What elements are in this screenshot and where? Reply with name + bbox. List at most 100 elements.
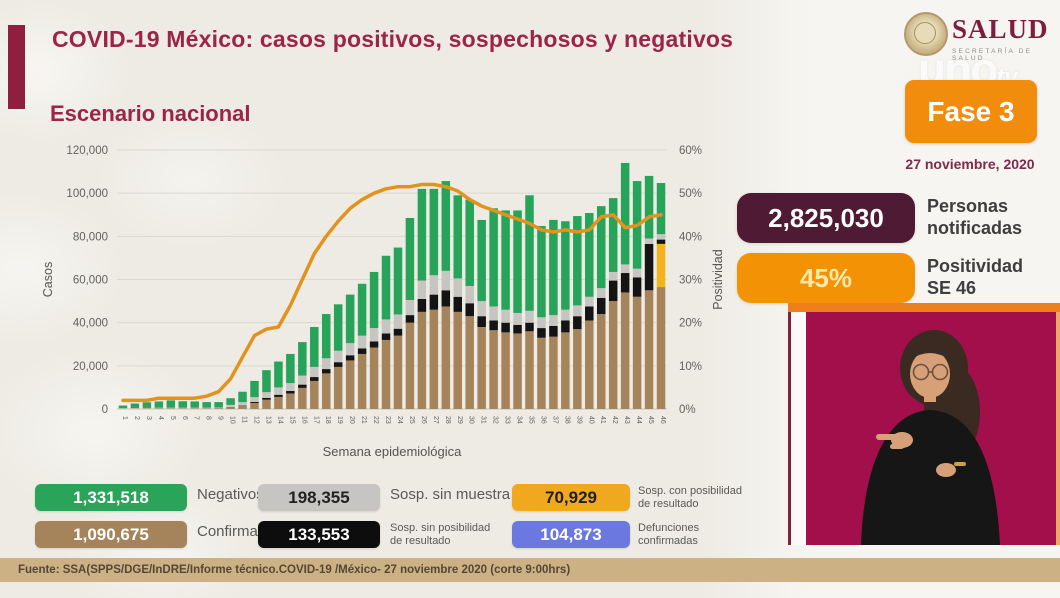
bar-segment xyxy=(608,198,618,272)
bar-segment xyxy=(417,298,427,312)
x-axis-tick: 4 xyxy=(157,416,164,420)
bar-segment xyxy=(118,408,128,409)
bar-segment xyxy=(573,305,582,317)
bar-segment xyxy=(369,271,379,329)
phase-badge: Fase 3 xyxy=(905,80,1037,143)
x-axis-tick: 30 xyxy=(468,416,475,424)
bar-segment xyxy=(214,407,223,409)
bar-segment xyxy=(477,326,486,409)
bar-segment xyxy=(214,408,223,409)
bar-segment xyxy=(214,402,223,408)
bar-segment xyxy=(537,328,546,338)
x-axis-tick: 35 xyxy=(528,416,535,424)
legend-value-pill: 133,553 xyxy=(258,521,380,548)
x-axis-tick: 37 xyxy=(551,416,558,424)
bar-segment xyxy=(321,369,331,374)
x-axis-tick: 40 xyxy=(587,416,594,424)
bar-segment xyxy=(608,301,618,409)
bar-segment xyxy=(190,407,199,409)
bar-segment xyxy=(405,300,415,316)
bar-segment xyxy=(513,312,522,325)
bar-segment xyxy=(632,277,642,297)
x-axis-tick: 23 xyxy=(384,416,391,424)
bar-segment xyxy=(656,243,666,288)
bar-segment xyxy=(357,335,367,349)
bar-segment xyxy=(393,314,403,329)
bar-segment xyxy=(573,316,582,330)
legend-label: Defunciones confirmadas xyxy=(638,522,700,547)
bar-segment xyxy=(525,331,534,409)
x-axis-tick: 44 xyxy=(635,416,642,424)
bar-segment xyxy=(620,264,630,274)
bar-segment xyxy=(585,320,594,409)
bar-segment xyxy=(142,402,152,408)
x-axis-tick: 3 xyxy=(145,416,152,420)
bar-segment xyxy=(489,330,498,409)
bar-segment xyxy=(561,320,570,333)
bar-segment xyxy=(513,324,522,334)
bar-segment xyxy=(262,392,271,398)
bar-segment xyxy=(537,225,546,318)
bar-segment xyxy=(477,316,486,327)
x-axis-tick: 5 xyxy=(169,416,176,420)
bar-segment xyxy=(381,255,391,320)
bar-segment xyxy=(310,380,319,409)
x-axis-tick: 39 xyxy=(575,416,582,424)
source-text: Fuente: SSA(SPPS/DGE/InDRE/Informe técni… xyxy=(18,564,571,576)
bar-segment xyxy=(441,181,451,271)
bar-segment xyxy=(644,243,654,291)
legend-value-pill: 198,355 xyxy=(258,484,380,511)
bar-segment xyxy=(608,280,618,302)
bar-segment xyxy=(393,335,403,409)
bar-segment xyxy=(453,195,463,279)
x-axis-tick: 8 xyxy=(205,416,212,420)
interpreter-figure xyxy=(861,330,1000,545)
bar-segment xyxy=(537,317,546,329)
stat-value-pill: 45% xyxy=(737,253,915,303)
y2-axis-tick: 40% xyxy=(679,231,702,243)
bar-segment xyxy=(453,278,463,297)
bar-segment xyxy=(286,383,295,391)
bar-segment xyxy=(656,287,666,409)
bar-segment xyxy=(632,296,642,409)
bar-segment xyxy=(310,326,319,367)
x-axis-tick: 42 xyxy=(611,416,618,424)
bar-segment xyxy=(573,216,582,306)
bar-segment xyxy=(118,405,128,409)
x-axis-tick: 17 xyxy=(312,416,319,424)
bar-segment xyxy=(656,234,666,240)
y-axis-tick: 100,000 xyxy=(66,188,108,200)
bar-segment xyxy=(238,402,247,406)
bar-segment xyxy=(178,407,188,409)
x-axis-tick: 36 xyxy=(539,416,546,424)
bar-segment xyxy=(178,408,188,409)
bar-segment xyxy=(573,329,582,409)
x-axis-tick: 46 xyxy=(659,416,666,424)
legend-value-pill: 70,929 xyxy=(512,484,630,511)
bar-segment xyxy=(561,221,570,310)
bar-segment xyxy=(405,315,415,323)
y2-axis-tick: 50% xyxy=(679,188,702,200)
salud-wordmark: SALUD xyxy=(952,14,1049,44)
bar-segment xyxy=(190,408,199,409)
bar-segment xyxy=(429,275,439,295)
bar-segment xyxy=(357,283,367,336)
y-axis-tick: 80,000 xyxy=(73,231,108,243)
chart-canvas: 0 20,000 40,000 60,000 80,000 100,000 120,000 0… xyxy=(41,145,725,459)
bar-segment xyxy=(202,407,211,409)
bar-segment xyxy=(620,292,630,409)
salud-logo: SALUD SECRETARÍA DE SALUD xyxy=(890,8,1055,68)
bar-segment xyxy=(190,401,199,408)
bar-segment xyxy=(596,206,606,289)
x-axis-tick: 15 xyxy=(288,416,295,424)
bar-segment xyxy=(226,407,235,409)
bar-segment xyxy=(441,270,451,291)
cases-positivity-chart: 0 20,000 40,000 60,000 80,000 100,000 120,000 0… xyxy=(22,136,732,471)
legend-value-pill: 1,331,518 xyxy=(35,484,187,511)
legend-label: Sosp. sin posibilidad de resultado xyxy=(390,522,491,547)
bar-segment xyxy=(417,188,427,281)
bar-segment xyxy=(274,361,283,388)
y-axis-tick: 40,000 xyxy=(73,318,108,330)
bar-segment xyxy=(453,296,463,312)
x-axis-tick: 43 xyxy=(623,416,630,424)
